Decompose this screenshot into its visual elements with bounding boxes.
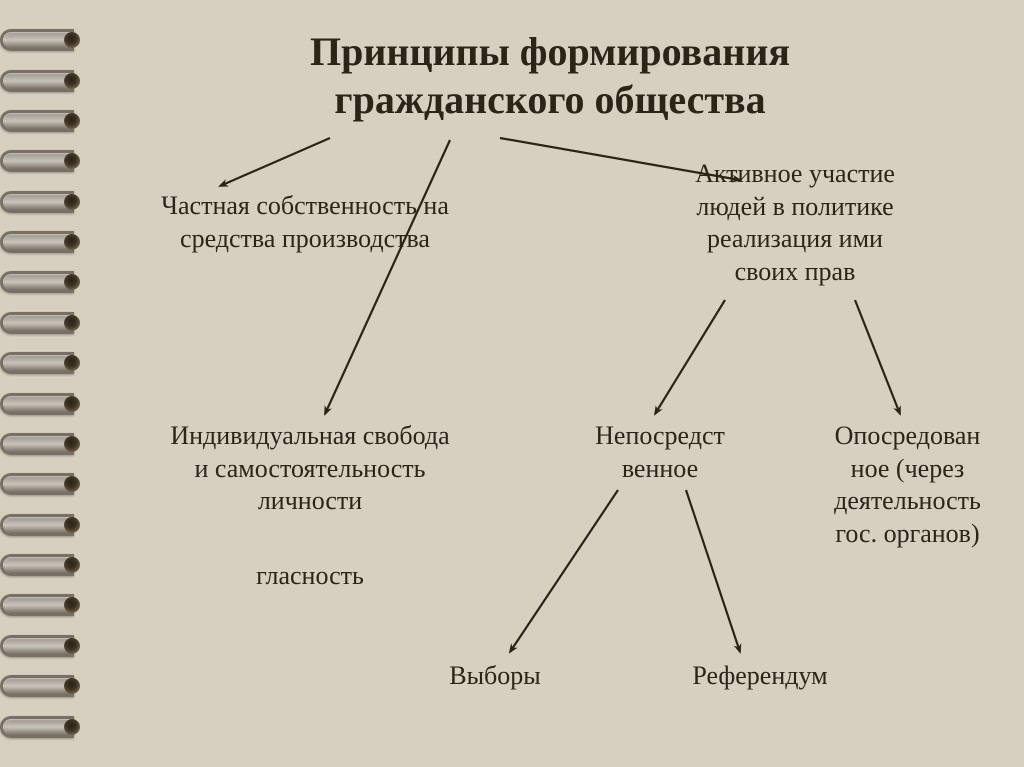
edge-3: [655, 300, 725, 414]
diagram-title-line2: гражданского общества: [100, 76, 1000, 123]
edge-0: [220, 138, 330, 186]
node-n6: Опосредованное (черездеятельностьгос. ор…: [795, 420, 1020, 550]
node-n2: Активное участиелюдей в политикереализац…: [630, 158, 960, 288]
node-n5: Непосредственное: [550, 420, 770, 485]
node-n8: Референдум: [650, 660, 870, 693]
diagram-title-line1: Принципы формирования: [100, 28, 1000, 75]
edge-2: [325, 140, 450, 414]
edge-4: [855, 300, 900, 414]
node-n7: Выборы: [405, 660, 585, 693]
node-n4: гласность: [110, 560, 510, 593]
node-n3: Индивидуальная свободаи самостоятельност…: [110, 420, 510, 518]
node-n1: Частная собственность насредства произво…: [110, 190, 500, 255]
edge-5: [510, 490, 618, 652]
edge-6: [686, 490, 740, 652]
